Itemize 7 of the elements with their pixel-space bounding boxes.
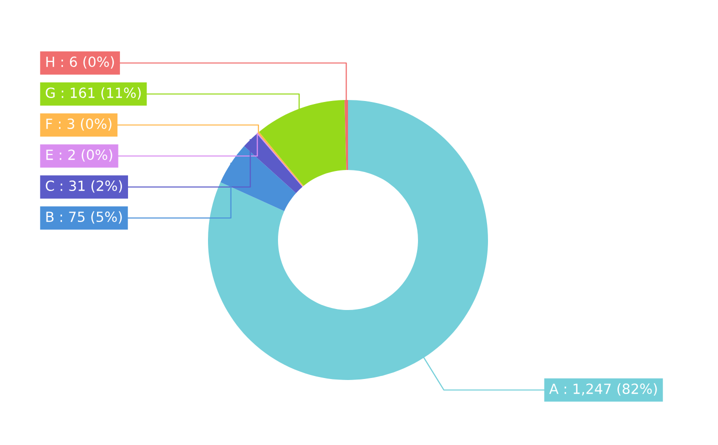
slice-label: H : 6 (0%) xyxy=(46,56,114,69)
slice-label: B : 75 (5%) xyxy=(46,211,122,224)
slice-label: G : 161 (11%) xyxy=(46,87,141,100)
slice-label: F : 3 (0%) xyxy=(46,118,112,131)
slice-label: C : 31 (2%) xyxy=(46,180,122,193)
slice-label: E : 2 (0%) xyxy=(46,149,112,162)
slice-label: A : 1,247 (82%) xyxy=(549,383,657,396)
